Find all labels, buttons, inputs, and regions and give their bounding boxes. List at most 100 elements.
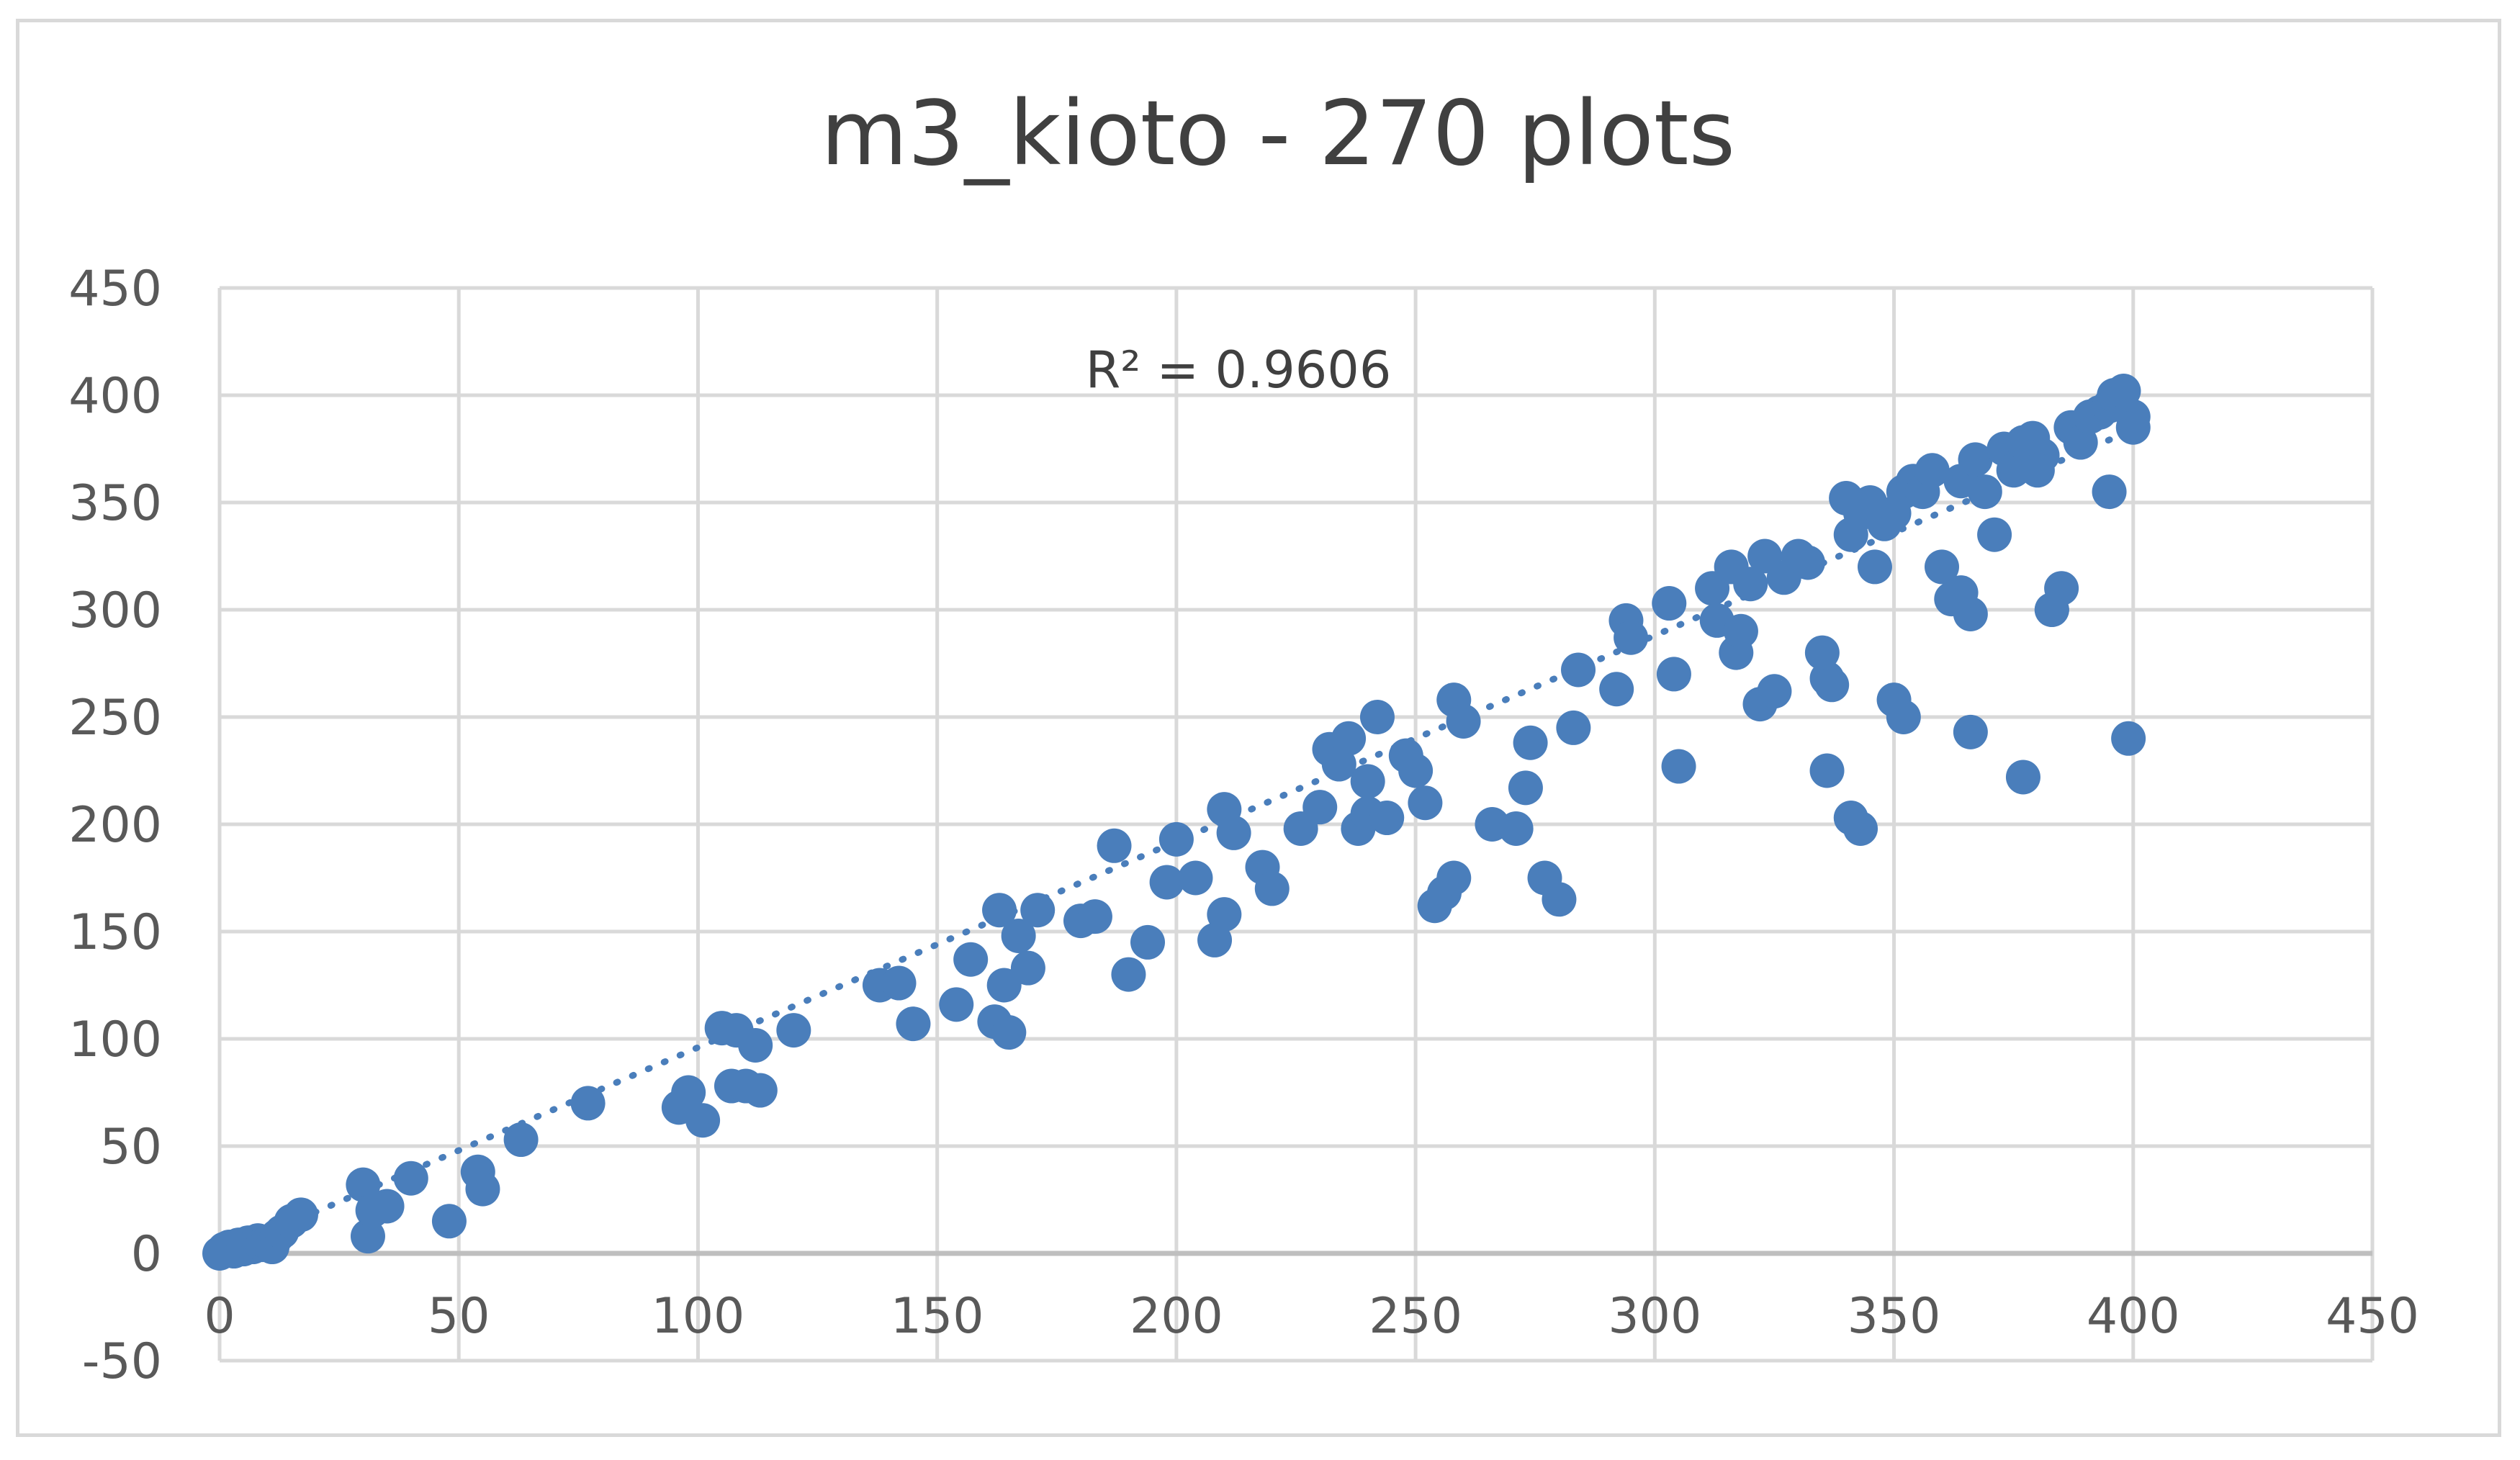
gridlines	[217, 286, 2375, 1363]
data-point	[1757, 674, 1792, 709]
y-tick-label: 150	[68, 904, 162, 961]
data-point	[1498, 811, 1534, 846]
data-point	[1953, 714, 1988, 749]
data-point	[671, 1075, 706, 1110]
data-point	[1809, 753, 1845, 788]
data-point	[570, 1086, 606, 1121]
chart-title: m3_kioto - 270 plots	[821, 82, 1735, 186]
data-point	[982, 893, 1017, 928]
data-point	[1943, 575, 1979, 610]
data-point	[1599, 672, 1634, 707]
data-point	[1446, 703, 1481, 739]
y-tick-label: 450	[68, 261, 162, 317]
data-point	[1790, 545, 1825, 580]
data-point	[503, 1122, 539, 1158]
data-point	[1857, 549, 1892, 585]
r-squared-annotation: R² = 0.9606	[1086, 341, 1392, 400]
data-point	[1359, 700, 1395, 734]
data-point	[431, 1204, 467, 1239]
x-tick-label: 400	[2087, 1288, 2180, 1345]
data-points	[202, 374, 2151, 1271]
data-point	[2034, 592, 2069, 627]
x-tick-label: 350	[1848, 1288, 1941, 1345]
data-point	[1652, 586, 1687, 621]
data-point	[991, 1015, 1027, 1050]
data-point	[1508, 770, 1543, 806]
data-point	[1254, 871, 1290, 906]
data-point	[1369, 801, 1405, 836]
y-tick-label: 250	[68, 690, 162, 747]
data-point	[1398, 753, 1434, 788]
data-point	[1925, 549, 1959, 585]
data-point	[1020, 893, 1056, 928]
data-point	[896, 1006, 931, 1042]
x-tick-label: 300	[1608, 1288, 1701, 1345]
y-tick-label: 300	[68, 582, 162, 639]
data-point	[2005, 760, 2040, 795]
data-point	[1542, 882, 1577, 917]
data-point	[685, 1103, 721, 1138]
tick-labels: -50 0 50 100 150 200 250 300 350 400 450 0 50 100 150 2…	[68, 261, 2419, 1390]
data-point	[1967, 474, 2002, 510]
data-point	[1149, 865, 1184, 900]
data-point	[1996, 453, 2031, 488]
data-point	[881, 965, 917, 1001]
data-point	[1111, 957, 1146, 992]
data-point	[2092, 474, 2127, 510]
y-tick-label: 350	[68, 475, 162, 532]
data-point	[1010, 950, 1045, 986]
data-point	[1158, 821, 1194, 857]
x-tick-label: 100	[652, 1288, 745, 1345]
y-tick-label: 400	[68, 368, 162, 425]
data-point	[1723, 613, 1758, 649]
data-point	[1513, 725, 1548, 760]
x-tick-label: 50	[428, 1288, 490, 1345]
x-tick-label: 200	[1130, 1288, 1223, 1345]
data-point	[1833, 801, 1868, 836]
data-point	[1958, 442, 1993, 477]
data-point	[1556, 710, 1591, 745]
data-point	[1661, 749, 1696, 784]
data-point	[1097, 828, 1132, 863]
data-point	[1561, 652, 1596, 688]
data-point	[1656, 657, 1691, 692]
y-tick-label: -50	[82, 1333, 162, 1390]
data-point	[1733, 567, 1768, 602]
data-point	[1331, 721, 1367, 756]
data-point	[738, 1027, 773, 1063]
y-tick-label: 50	[99, 1119, 162, 1176]
data-point	[1077, 899, 1112, 934]
data-point	[1977, 517, 2012, 552]
data-point	[393, 1161, 428, 1196]
data-point	[1178, 860, 1213, 896]
data-point	[939, 987, 974, 1022]
trendline-path	[216, 426, 2137, 1257]
y-tick-label: 0	[131, 1226, 162, 1283]
data-point	[1216, 815, 1251, 850]
data-point	[350, 1219, 385, 1254]
data-point	[2020, 453, 2055, 488]
data-point	[1814, 667, 1850, 703]
data-point	[1302, 790, 1338, 825]
y-tick-label: 200	[68, 797, 162, 854]
data-point	[986, 968, 1022, 1003]
data-point	[2111, 721, 2146, 756]
data-point	[1804, 635, 1840, 670]
data-point	[369, 1189, 405, 1224]
data-point	[1876, 682, 1912, 718]
data-point	[742, 1073, 778, 1108]
data-point	[2115, 410, 2151, 445]
x-tick-label: 150	[891, 1288, 984, 1345]
data-point	[1130, 924, 1166, 960]
data-point	[953, 942, 989, 977]
data-point	[1914, 453, 1950, 488]
y-tick-label: 100	[68, 1011, 162, 1068]
data-point	[1350, 764, 1385, 799]
x-tick-label: 450	[2326, 1288, 2419, 1345]
data-point	[1207, 897, 1242, 932]
x-tick-label: 250	[1369, 1288, 1462, 1345]
data-point	[1614, 620, 1649, 655]
data-point	[776, 1013, 811, 1048]
data-point	[1408, 785, 1443, 821]
